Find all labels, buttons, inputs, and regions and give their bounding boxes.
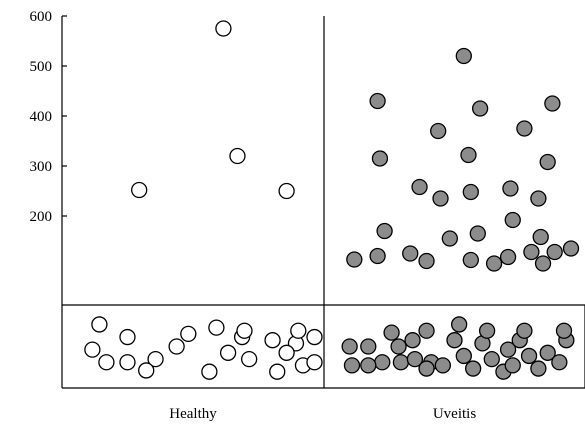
uveitis-point-high: [516, 120, 533, 137]
uveitis-point-low: [504, 357, 521, 374]
uveitis-point-high: [430, 122, 447, 140]
uveitis-point-high: [469, 225, 486, 242]
uveitis-point-high: [418, 252, 435, 270]
uveitis-point-high: [534, 255, 552, 272]
uveitis-point-low: [343, 357, 361, 374]
y-tick-label: 300: [30, 159, 53, 175]
uveitis-point-high: [369, 247, 386, 265]
uveitis-point-high: [523, 243, 540, 261]
uveitis-point-low: [483, 350, 500, 368]
healthy-point-low: [84, 341, 101, 358]
uveitis-point-low: [446, 332, 463, 349]
uveitis-point-low: [520, 347, 538, 365]
healthy-point-high: [229, 147, 246, 165]
uveitis-point-high: [441, 230, 458, 247]
uveitis-point-low: [539, 344, 556, 361]
healthy-point-low: [201, 363, 218, 380]
healthy-point-low: [264, 332, 281, 349]
uveitis-point-high: [402, 245, 419, 262]
healthy-point-low: [306, 354, 323, 371]
healthy-point-low: [180, 325, 197, 343]
x-category-label: Healthy: [169, 406, 217, 422]
uveitis-point-low: [555, 322, 573, 339]
uveitis-point-low: [530, 360, 547, 377]
x-labels: Healthy Uveitis: [169, 406, 476, 422]
uveitis-point-low: [455, 347, 472, 365]
healthy-point-low: [290, 322, 307, 339]
uveitis-point-high: [432, 190, 449, 207]
uveitis-point-low: [390, 338, 407, 355]
uveitis-point-high: [499, 248, 517, 266]
uveitis-point-low: [516, 322, 533, 339]
uveitis-point-high: [539, 153, 556, 171]
uveitis-point-low: [360, 357, 377, 374]
uveitis-point-high: [502, 180, 519, 197]
healthy-point-low: [147, 350, 164, 368]
healthy-point-low: [306, 328, 323, 346]
data-points: [84, 20, 580, 380]
uveitis-point-high: [562, 240, 580, 257]
y-tick-label: 600: [30, 9, 53, 25]
uveitis-point-high: [485, 255, 503, 272]
uveitis-point-low: [383, 324, 400, 341]
y-tick-label: 400: [30, 109, 53, 125]
axes: [61, 16, 585, 389]
uveitis-point-low: [418, 322, 435, 339]
healthy-point-low: [208, 319, 225, 336]
uveitis-point-low: [464, 360, 482, 377]
uveitis-point-low: [451, 316, 468, 333]
uveitis-point-high: [460, 146, 477, 164]
healthy-point-low: [236, 322, 253, 339]
healthy-point-low: [119, 328, 136, 346]
uveitis-point-high: [455, 47, 472, 65]
healthy-point-low: [91, 316, 108, 333]
uveitis-point-high: [369, 92, 386, 110]
healthy-point-low: [219, 344, 237, 361]
uveitis-point-low: [392, 354, 410, 371]
healthy-point-low: [98, 354, 115, 371]
uveitis-point-high: [376, 222, 393, 240]
healthy-point-high: [215, 20, 232, 37]
healthy-point-high: [131, 181, 148, 199]
uveitis-point-high: [346, 251, 363, 268]
uveitis-point-high: [532, 228, 549, 246]
healthy-point-low: [278, 344, 295, 361]
uveitis-point-low: [341, 338, 358, 355]
uveitis-point-high: [471, 100, 489, 117]
uveitis-point-low: [406, 350, 424, 368]
uveitis-point-high: [530, 190, 547, 207]
healthy-point-low: [138, 362, 155, 379]
uveitis-point-low: [551, 354, 568, 371]
uveitis-point-high: [411, 178, 428, 196]
uveitis-point-high: [462, 183, 479, 201]
uveitis-point-high: [504, 211, 521, 229]
healthy-point-high: [278, 182, 295, 200]
y-ticks: 200 300 400 500 600: [30, 9, 67, 225]
uveitis-point-low: [418, 360, 435, 377]
healthy-point-low: [269, 363, 286, 380]
uveitis-point-high: [544, 95, 561, 112]
healthy-point-low: [168, 338, 185, 355]
uveitis-point-low: [360, 338, 377, 355]
healthy-point-low: [241, 350, 258, 368]
y-tick-label: 500: [30, 59, 53, 75]
healthy-point-low: [119, 354, 136, 371]
x-category-label: Uveitis: [433, 406, 476, 422]
uveitis-point-low: [434, 357, 452, 374]
uveitis-point-low: [499, 341, 517, 358]
uveitis-point-high: [546, 243, 563, 261]
uveitis-point-low: [404, 332, 421, 349]
uveitis-point-high: [371, 150, 389, 167]
y-tick-label: 200: [30, 209, 53, 225]
uveitis-point-low: [374, 354, 391, 371]
uveitis-point-low: [478, 322, 496, 339]
uveitis-point-high: [462, 251, 479, 269]
